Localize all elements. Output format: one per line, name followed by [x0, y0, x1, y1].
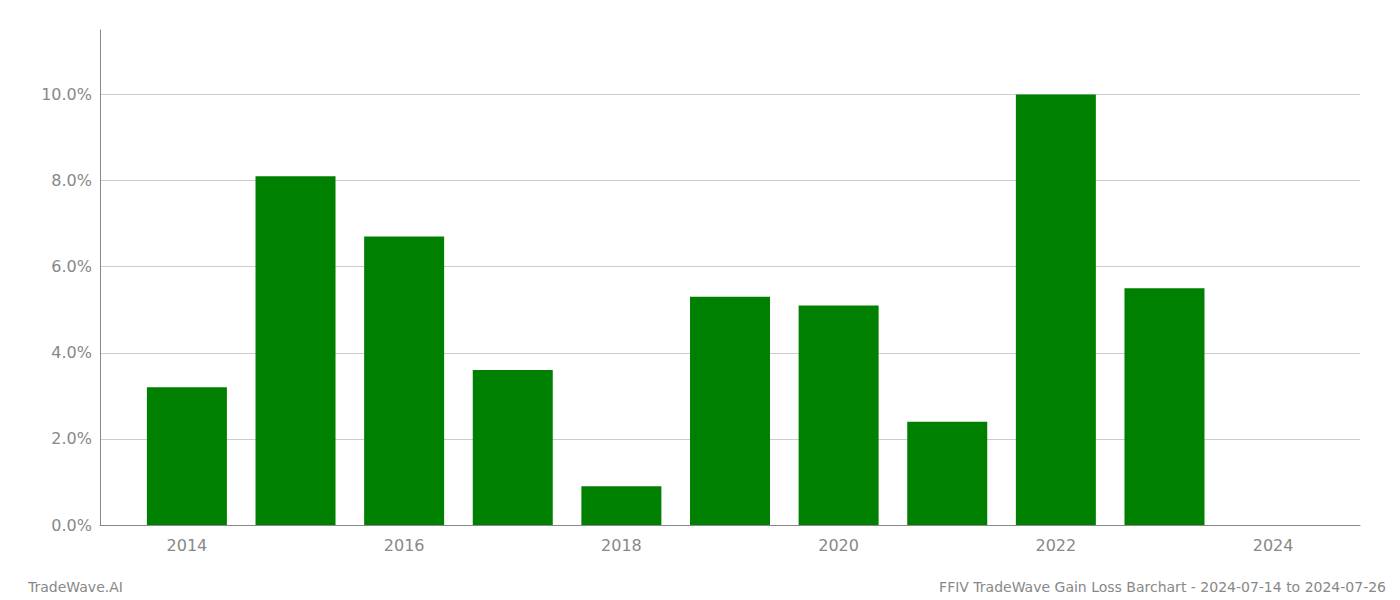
- svg-text:4.0%: 4.0%: [51, 343, 92, 362]
- svg-text:8.0%: 8.0%: [51, 171, 92, 190]
- svg-text:2024: 2024: [1253, 536, 1294, 555]
- svg-text:6.0%: 6.0%: [51, 257, 92, 276]
- svg-text:10.0%: 10.0%: [41, 85, 92, 104]
- svg-text:TradeWave.AI: TradeWave.AI: [27, 579, 123, 595]
- svg-text:0.0%: 0.0%: [51, 516, 92, 535]
- svg-text:FFIV TradeWave Gain Loss Barch: FFIV TradeWave Gain Loss Barchart - 2024…: [939, 579, 1386, 595]
- svg-text:2018: 2018: [601, 536, 642, 555]
- svg-text:2022: 2022: [1036, 536, 1077, 555]
- svg-text:2016: 2016: [384, 536, 425, 555]
- svg-text:2.0%: 2.0%: [51, 429, 92, 448]
- svg-text:2020: 2020: [818, 536, 859, 555]
- svg-text:2014: 2014: [167, 536, 208, 555]
